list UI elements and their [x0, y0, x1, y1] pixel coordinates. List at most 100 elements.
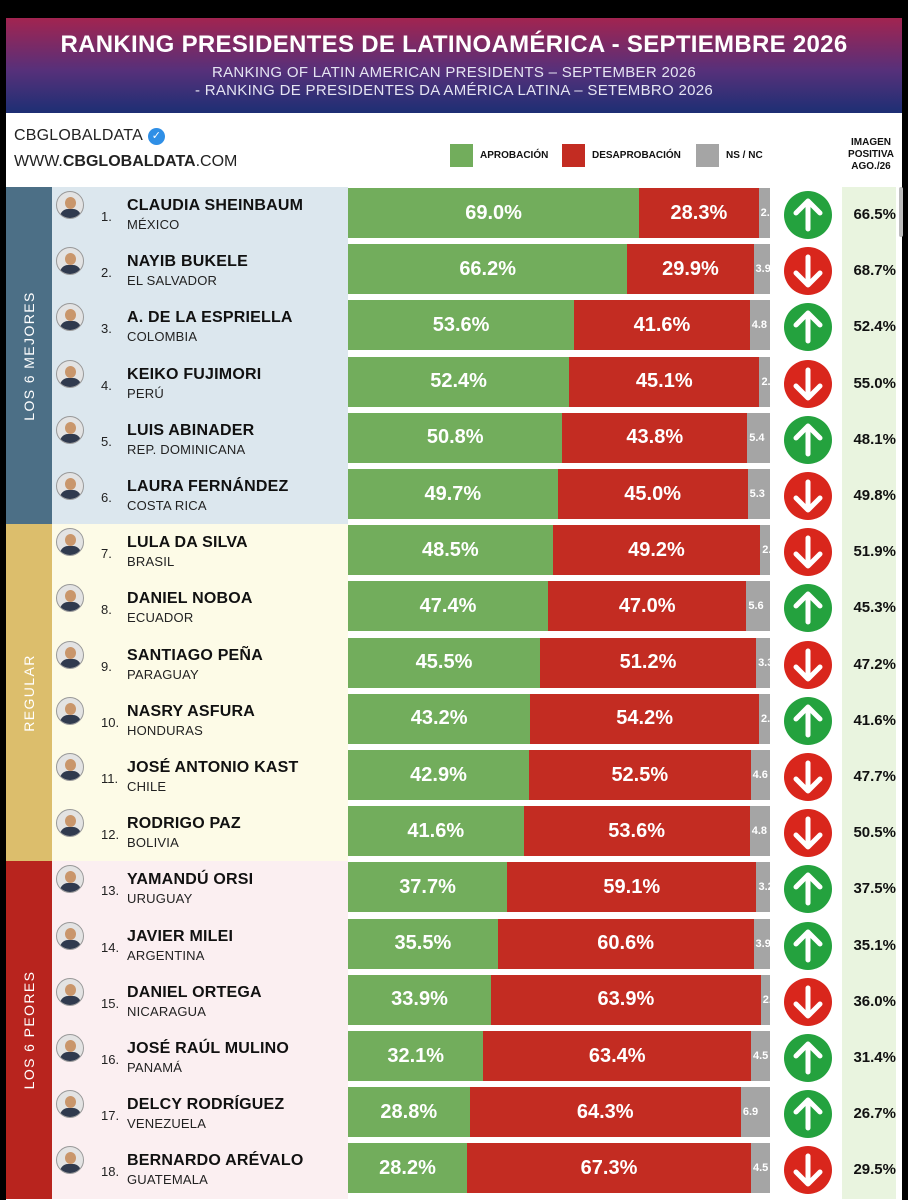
- avatar-body: [60, 602, 81, 612]
- president-country: COLOMBIA: [127, 329, 198, 345]
- disapprove-segment: 64.3%: [469, 1087, 741, 1138]
- rank-number: 17.: [101, 1108, 120, 1124]
- positive-image-value: 36.0%: [853, 992, 896, 1010]
- approve-segment: 49.7%: [348, 469, 558, 519]
- trend-down-arrow-icon: [784, 472, 832, 520]
- president-country: ARGENTINA: [127, 947, 205, 963]
- positive-image-value: 48.1%: [853, 430, 896, 448]
- trend-down-arrow-icon: [784, 640, 832, 689]
- president-avatar: [56, 584, 84, 613]
- avatar-body: [60, 433, 81, 443]
- positive-image-value: 37.5%: [853, 880, 896, 898]
- group-background-2: [52, 524, 348, 862]
- president-country: BOLIVIA: [127, 835, 179, 851]
- rank-number: 16.: [101, 1052, 120, 1067]
- approve-label: 41.6%: [407, 819, 465, 842]
- nsnc-segment: 4.8: [749, 806, 770, 857]
- president-name: SANTIAGO PEÑA: [127, 646, 263, 664]
- positive-image-value: 45.3%: [853, 599, 896, 617]
- legend-label-nsnc: NS / NC: [726, 150, 763, 161]
- disapprove-segment: 52.5%: [529, 750, 751, 800]
- disapprove-segment: 47.0%: [548, 581, 747, 632]
- approve-label: 32.1%: [387, 1044, 445, 1067]
- president-avatar: [56, 472, 84, 500]
- avatar-face: [65, 534, 76, 547]
- scrollbar[interactable]: [899, 187, 903, 237]
- approve-label: 47.4%: [419, 594, 477, 617]
- disapprove-label: 52.5%: [611, 763, 669, 786]
- rank-number: 5.: [101, 433, 112, 449]
- nsnc-segment: 4.5: [751, 1031, 770, 1081]
- disapprove-segment: 28.3%: [639, 188, 759, 238]
- brand-block: CBGLOBALDATA ✓ WWW.CBGLOBALDATA.COM: [14, 127, 237, 171]
- avatar-body: [60, 995, 81, 1005]
- approve-label: 66.2%: [459, 257, 517, 280]
- president-name: DANIEL ORTEGA: [127, 983, 262, 1001]
- approve-label: 33.9%: [391, 988, 448, 1011]
- stacked-bar: 52.4% 45.1% 2.5: [348, 356, 770, 407]
- president-avatar: [56, 1090, 84, 1119]
- legend-label-disapprove: DESAPROBACIÓN: [592, 150, 681, 161]
- avatar-body: [60, 265, 81, 275]
- stacked-bar: 53.6% 41.6% 4.8: [348, 300, 770, 351]
- legend-item-nsnc: NS / NC: [696, 144, 763, 167]
- nsnc-segment: 3.9: [753, 244, 770, 295]
- approve-segment: 41.6%: [348, 806, 524, 857]
- chart-header: RANKING PRESIDENTES DE LATINOAMÉRICA - S…: [6, 18, 902, 113]
- rank-number: 2.: [101, 265, 112, 281]
- positive-image-value: 47.2%: [853, 655, 896, 673]
- nsnc-label: 2.7: [760, 207, 770, 219]
- legend-item-approve: APROBACIÓN: [450, 144, 548, 167]
- approve-segment: 52.4%: [348, 356, 570, 407]
- brand-url[interactable]: WWW.CBGLOBALDATA.COM: [14, 153, 237, 171]
- avatar-face: [65, 927, 76, 940]
- stacked-bar: 49.7% 45.0% 5.3: [348, 469, 770, 519]
- stacked-bar: 32.1% 63.4% 4.5: [348, 1031, 770, 1081]
- president-avatar: [56, 696, 84, 725]
- image-column-background: [842, 187, 896, 1199]
- nsnc-segment: 5.4: [747, 412, 770, 463]
- approve-segment: 47.4%: [348, 581, 549, 632]
- president-row: 9. SANTIAGO PEÑA PARAGUAY 45.5% 51.2% 3.3 47.2…: [6, 637, 902, 693]
- avatar-face: [65, 421, 76, 434]
- rank-number: 12.: [101, 827, 120, 843]
- positive-image-value: 26.7%: [853, 1105, 896, 1123]
- president-row: 16. JOSÉ RAÚL MULINO PANAMÁ 32.1% 63.4% 4.5 31…: [6, 1030, 902, 1086]
- president-row: 14. JAVIER MILEI ARGENTINA 35.5% 60.6% 3.9 35.…: [6, 918, 902, 974]
- approve-segment: 28.8%: [348, 1087, 470, 1138]
- disapprove-segment: 45.0%: [557, 469, 748, 519]
- stacked-bar: 28.8% 64.3% 6.9: [348, 1087, 770, 1138]
- nsnc-label: 4.8: [751, 319, 768, 332]
- president-country: BRASIL: [127, 554, 175, 570]
- approve-segment: 69.0%: [348, 188, 640, 238]
- avatar-face: [65, 759, 76, 771]
- positive-image-value: 66.5%: [853, 206, 896, 223]
- president-row: 1. CLAUDIA SHEINBAUM MÉXICO 69.0% 28.3% 2.7 66…: [6, 187, 902, 243]
- image-header-line-2: POSITIVA: [848, 149, 894, 160]
- disapprove-segment: 60.6%: [497, 918, 754, 969]
- president-avatar: [56, 921, 84, 950]
- positive-image-value: 50.5%: [853, 824, 896, 842]
- president-name: CLAUDIA SHEINBAUM: [127, 197, 304, 214]
- nsnc-segment: 2.7: [758, 188, 770, 238]
- president-row: 2. NAYIB BUKELE EL SALVADOR 66.2% 29.9% 3.9 68…: [6, 243, 902, 299]
- chart-subtitle-portuguese: - RANKING DE PRESIDENTES DA AMÉRICA LATI…: [194, 82, 714, 99]
- president-name: JAVIER MILEI: [127, 927, 234, 945]
- image-header-line-1: IMAGEN: [851, 137, 891, 148]
- positive-image-value: 41.6%: [853, 711, 896, 729]
- president-country: MÉXICO: [127, 217, 180, 232]
- nsnc-segment: 3.9: [753, 918, 770, 969]
- rank-number: 7.: [101, 546, 112, 562]
- approve-segment: 45.5%: [348, 637, 540, 688]
- rank-number: 1.: [101, 209, 112, 224]
- trend-down-arrow-icon: [784, 528, 832, 577]
- brand-url-suffix: .COM: [195, 153, 238, 170]
- president-avatar: [56, 640, 84, 669]
- disapprove-label: 41.6%: [633, 313, 691, 336]
- disapprove-label: 49.2%: [628, 538, 685, 561]
- president-row: 5. LUIS ABINADER REP. DOMINICANA 50.8% 43.8%…: [6, 412, 902, 468]
- group-label-1: LOS 6 MEJORES: [6, 187, 52, 525]
- avatar-body: [60, 658, 81, 668]
- president-country: COSTA RICA: [127, 498, 207, 513]
- president-avatar: [56, 865, 84, 894]
